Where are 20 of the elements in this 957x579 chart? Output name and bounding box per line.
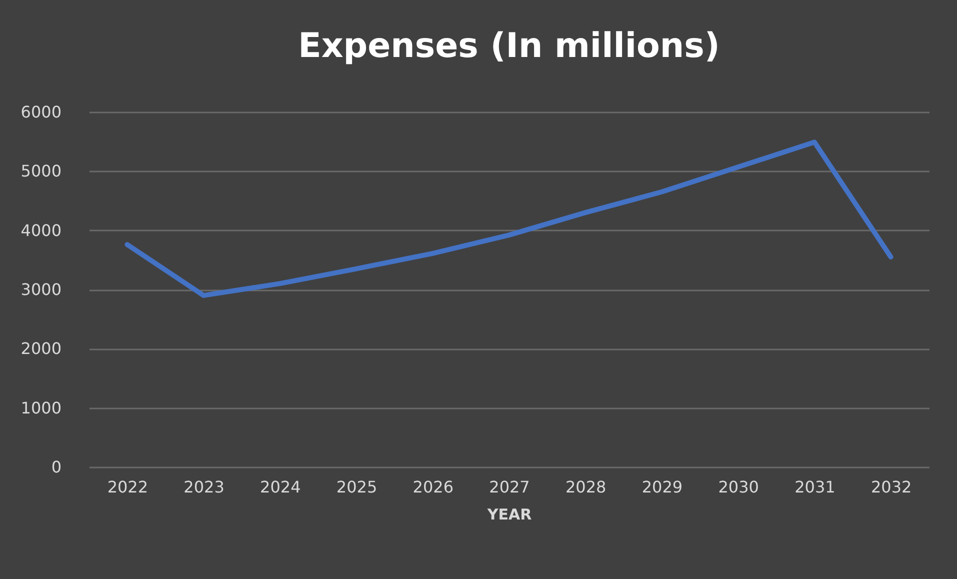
x-tick-label: 2027	[489, 478, 530, 496]
x-tick-label: 2032	[870, 478, 912, 496]
x-tick-label: 2023	[184, 478, 224, 496]
x-tick-label: 2025	[336, 478, 378, 496]
y-tick-label: 5000	[20, 162, 62, 181]
chart-title: Expenses (In millions)	[298, 26, 720, 66]
y-tick-label: 6000	[20, 102, 62, 122]
x-tick-label: 2028	[566, 478, 606, 496]
y-tick-label: 2000	[20, 339, 62, 358]
x-tick-label: 2031	[794, 478, 836, 496]
y-tick-label: 0	[51, 458, 62, 476]
y-tick-label: 4000	[20, 220, 62, 240]
x-tick-label: 2024	[260, 478, 301, 496]
x-tick-label: 2026	[412, 478, 454, 496]
y-tick-label: 1000	[20, 398, 62, 418]
x-tick-label: 2022	[107, 478, 148, 496]
x-tick-label: 2029	[642, 478, 683, 496]
x-axis-title: YEAR	[486, 506, 532, 524]
y-tick-label: 3000	[20, 280, 62, 299]
x-tick-label: 2030	[718, 478, 759, 496]
